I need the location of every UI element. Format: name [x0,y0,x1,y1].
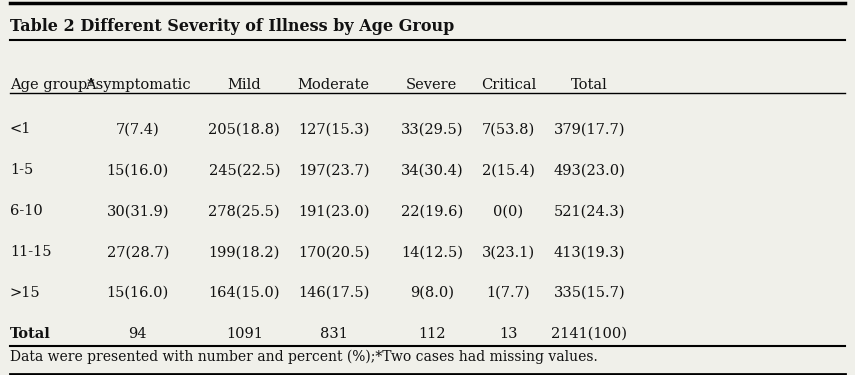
Text: 1-5: 1-5 [10,163,33,177]
Text: 205(18.8): 205(18.8) [209,122,280,136]
Text: 6-10: 6-10 [10,204,43,218]
Text: Data were presented with number and percent (%);*Two cases had missing values.: Data were presented with number and perc… [10,350,598,364]
Text: 170(20.5): 170(20.5) [298,245,369,259]
Text: Asymptomatic: Asymptomatic [85,78,191,92]
Text: 22(19.6): 22(19.6) [401,204,463,218]
Text: 34(30.4): 34(30.4) [400,163,463,177]
Text: 7(7.4): 7(7.4) [116,122,160,136]
Text: 0(0): 0(0) [493,204,523,218]
Text: 3(23.1): 3(23.1) [482,245,535,259]
Text: 521(24.3): 521(24.3) [554,204,625,218]
Text: 2(15.4): 2(15.4) [482,163,535,177]
Text: 831: 831 [320,327,348,341]
Text: 199(18.2): 199(18.2) [209,245,280,259]
Text: 197(23.7): 197(23.7) [298,163,369,177]
Text: 1(7.7): 1(7.7) [486,286,530,300]
Text: Total: Total [10,327,50,341]
Text: Severe: Severe [406,78,457,92]
Text: Total: Total [571,78,608,92]
Text: 9(8.0): 9(8.0) [410,286,454,300]
Text: 94: 94 [128,327,147,341]
Text: 191(23.0): 191(23.0) [298,204,369,218]
Text: 1091: 1091 [226,327,262,341]
Text: 146(17.5): 146(17.5) [298,286,369,300]
Text: 379(17.7): 379(17.7) [554,122,625,136]
Text: 245(22.5): 245(22.5) [209,163,280,177]
Text: 413(19.3): 413(19.3) [554,245,625,259]
Text: <1: <1 [10,122,32,136]
Text: 335(15.7): 335(15.7) [553,286,625,300]
Text: Critical: Critical [481,78,536,92]
Text: 112: 112 [418,327,445,341]
Text: 127(15.3): 127(15.3) [298,122,369,136]
Text: 278(25.5): 278(25.5) [209,204,280,218]
Text: 27(28.7): 27(28.7) [107,245,169,259]
Text: >15: >15 [10,286,40,300]
Text: 7(53.8): 7(53.8) [482,122,535,136]
Text: Moderate: Moderate [298,78,369,92]
Text: Table 2 Different Severity of Illness by Age Group: Table 2 Different Severity of Illness by… [10,18,454,35]
Text: 11-15: 11-15 [10,245,51,259]
Text: 15(16.0): 15(16.0) [107,163,169,177]
Text: 15(16.0): 15(16.0) [107,286,169,300]
Text: 13: 13 [499,327,518,341]
Text: Age group*: Age group* [10,78,95,92]
Text: 33(29.5): 33(29.5) [400,122,463,136]
Text: Mild: Mild [227,78,261,92]
Text: 493(23.0): 493(23.0) [553,163,625,177]
Text: 14(12.5): 14(12.5) [401,245,463,259]
Text: 30(31.9): 30(31.9) [107,204,169,218]
Text: 164(15.0): 164(15.0) [209,286,280,300]
Text: 2141(100): 2141(100) [551,327,628,341]
